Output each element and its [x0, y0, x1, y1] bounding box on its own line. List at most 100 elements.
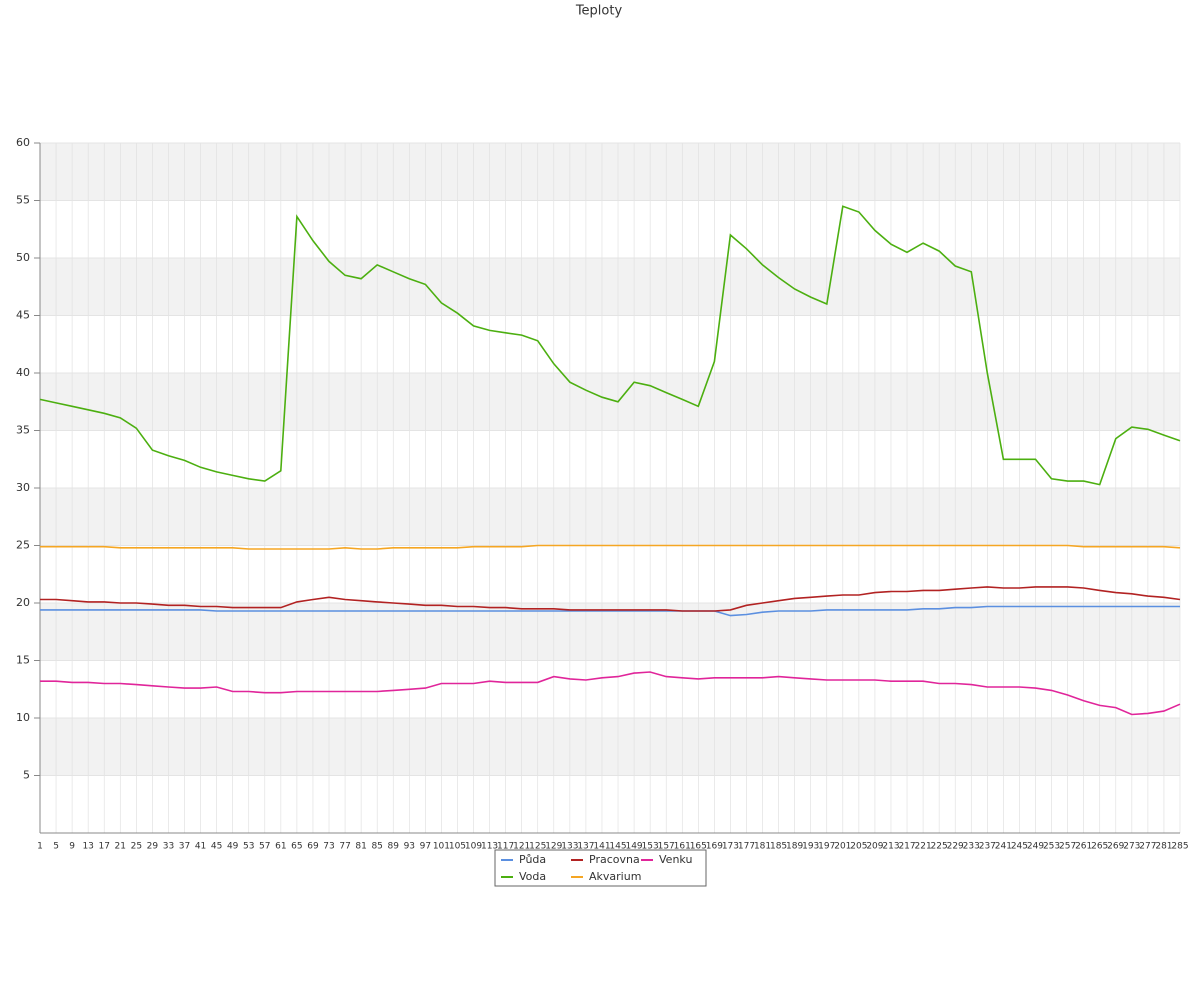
x-tick-label: 141: [593, 842, 610, 852]
x-tick-label: 105: [449, 842, 466, 852]
y-tick-label: 55: [16, 194, 30, 207]
x-tick-label: 253: [1043, 842, 1060, 852]
x-tick-label: 225: [931, 842, 948, 852]
y-tick-label: 20: [16, 596, 30, 609]
x-tick-label: 125: [529, 842, 546, 852]
y-tick-label: 60: [16, 136, 30, 149]
x-tick-label: 129: [545, 842, 562, 852]
x-tick-label: 13: [82, 842, 93, 852]
x-tick-label: 133: [561, 842, 578, 852]
x-tick-label: 277: [1139, 842, 1156, 852]
x-tick-label: 137: [577, 842, 594, 852]
x-tick-label: 109: [465, 842, 482, 852]
series-line: [39, 205, 1181, 486]
x-tick-label: 69: [307, 842, 319, 852]
x-tick-label: 17: [98, 842, 109, 852]
x-tick-label: 285: [1171, 842, 1188, 852]
x-tick-label: 97: [420, 842, 431, 852]
x-tick-label: 169: [706, 842, 723, 852]
x-tick-label: 117: [497, 842, 514, 852]
x-tick-label: 45: [211, 842, 222, 852]
x-tick-label: 5: [53, 842, 59, 852]
x-tick-label: 21: [115, 842, 126, 852]
legend-label: Voda: [519, 870, 546, 883]
x-tick-label: 249: [1027, 842, 1044, 852]
grid-band: [40, 258, 1180, 316]
x-tick-label: 265: [1091, 842, 1108, 852]
x-tick-label: 281: [1155, 842, 1172, 852]
x-tick-label: 237: [979, 842, 996, 852]
y-tick-label: 10: [16, 711, 30, 724]
y-tick-label: 5: [23, 769, 30, 782]
x-tick-label: 77: [339, 842, 350, 852]
x-tick-label: 209: [866, 842, 883, 852]
grid-band: [40, 718, 1180, 776]
x-tick-label: 261: [1075, 842, 1092, 852]
legend-label: Pracovna: [589, 853, 640, 866]
legend-label: Půda: [519, 853, 546, 866]
x-tick-label: 57: [259, 842, 270, 852]
x-tick-label: 233: [963, 842, 980, 852]
x-tick-label: 201: [834, 842, 851, 852]
x-tick-label: 37: [179, 842, 190, 852]
x-tick-label: 177: [738, 842, 755, 852]
x-tick-label: 93: [404, 842, 415, 852]
x-tick-label: 273: [1123, 842, 1140, 852]
x-tick-label: 181: [754, 842, 771, 852]
series-line: [40, 544, 1181, 550]
x-tick-label: 257: [1059, 842, 1076, 852]
x-tick-label: 25: [131, 842, 142, 852]
y-tick-label: 35: [16, 424, 30, 437]
x-tick-label: 41: [195, 842, 206, 852]
legend-label: Akvarium: [589, 870, 641, 883]
x-tick-label: 9: [69, 842, 75, 852]
x-tick-label: 269: [1107, 842, 1124, 852]
x-tick-label: 205: [850, 842, 867, 852]
x-tick-label: 217: [898, 842, 915, 852]
grid-band: [40, 373, 1180, 431]
x-tick-label: 241: [995, 842, 1012, 852]
x-tick-label: 193: [802, 842, 819, 852]
x-tick-label: 73: [323, 842, 334, 852]
x-tick-label: 113: [481, 842, 498, 852]
x-tick-label: 65: [291, 842, 302, 852]
legend-label: Venku: [659, 853, 692, 866]
x-tick-label: 49: [227, 842, 239, 852]
grid-band: [40, 488, 1180, 546]
y-tick-label: 25: [16, 539, 30, 552]
chart-title: Teploty: [575, 4, 623, 19]
x-tick-label: 153: [642, 842, 659, 852]
x-tick-label: 165: [690, 842, 707, 852]
y-tick-label: 30: [16, 481, 30, 494]
series-line: [40, 605, 1180, 617]
x-tick-label: 53: [243, 842, 254, 852]
x-tick-label: 101: [433, 842, 450, 852]
x-tick-label: 61: [275, 842, 286, 852]
x-tick-label: 1: [37, 842, 43, 852]
y-tick-label: 45: [16, 309, 30, 322]
y-tick-label: 15: [16, 654, 30, 667]
x-tick-label: 197: [818, 842, 835, 852]
y-tick-label: 40: [16, 366, 30, 379]
x-tick-label: 149: [625, 842, 642, 852]
x-tick-label: 81: [355, 842, 366, 852]
x-tick-label: 145: [609, 842, 626, 852]
x-tick-label: 173: [722, 842, 739, 852]
x-tick-label: 213: [882, 842, 899, 852]
x-tick-label: 185: [770, 842, 787, 852]
grid-band: [40, 603, 1180, 661]
x-tick-label: 157: [658, 842, 675, 852]
x-tick-label: 189: [786, 842, 803, 852]
x-tick-label: 89: [388, 842, 400, 852]
x-tick-label: 29: [147, 842, 159, 852]
x-tick-label: 245: [1011, 842, 1028, 852]
series-line: [40, 671, 1181, 716]
grid-band: [40, 143, 1180, 201]
x-tick-label: 229: [947, 842, 964, 852]
x-tick-label: 221: [915, 842, 932, 852]
legend-box: [494, 849, 707, 887]
series-line: [40, 586, 1181, 612]
x-tick-label: 33: [163, 842, 174, 852]
y-tick-label: 50: [16, 251, 30, 264]
